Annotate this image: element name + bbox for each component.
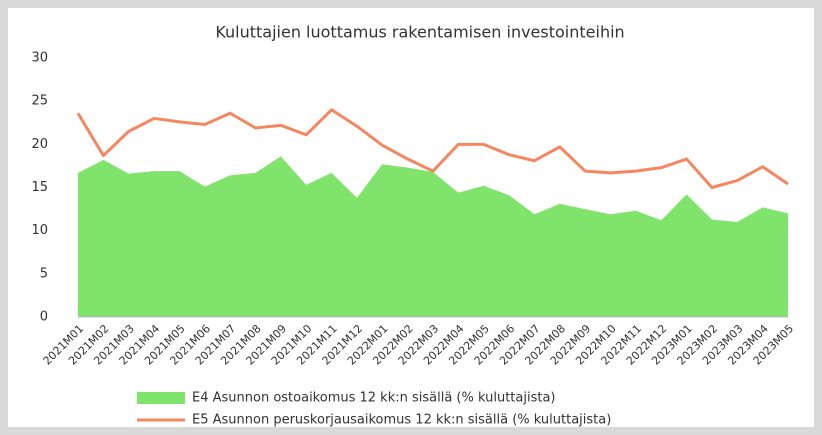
y-tick-label: 5: [40, 266, 48, 281]
legend-label: E4 Asunnon ostoaikomus 12 kk:n sisällä (…: [192, 391, 556, 406]
legend-swatch: [137, 392, 185, 404]
y-tick-label: 25: [31, 94, 48, 109]
chart-title: Kuluttajien luottamus rakentamisen inves…: [215, 23, 624, 42]
y-tick-label: 0: [40, 310, 48, 325]
line: [76, 108, 789, 189]
area: [78, 156, 788, 317]
y-tick-label: 20: [31, 137, 48, 152]
y-tick-label: 30: [31, 51, 48, 66]
legend-label: E5 Asunnon peruskorjausaikomus 12 kk:n s…: [192, 413, 611, 428]
y-tick-label: 15: [31, 180, 48, 195]
y-tick-label: 10: [31, 223, 48, 238]
